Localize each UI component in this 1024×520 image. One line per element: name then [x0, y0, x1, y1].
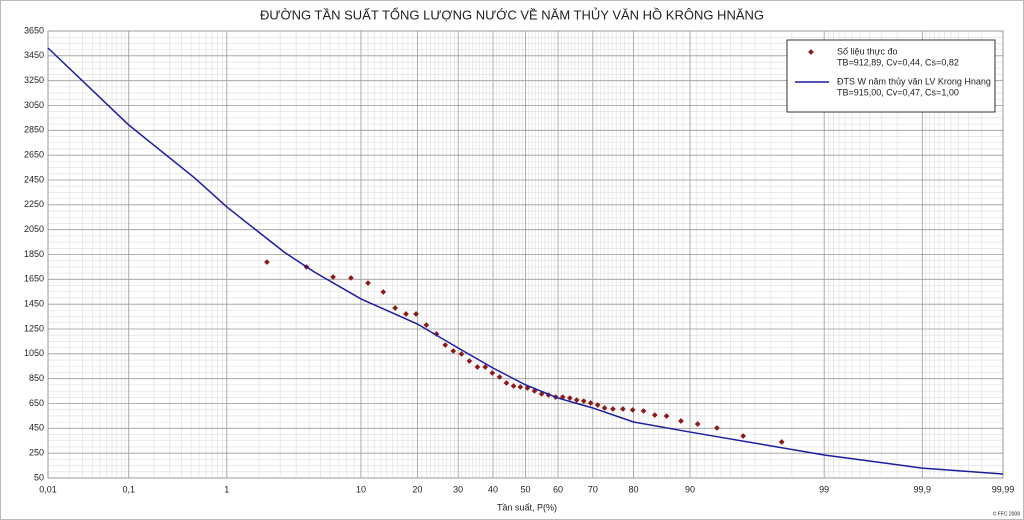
data-point: [330, 274, 336, 280]
y-tick-label: 850: [29, 373, 44, 383]
data-point: [587, 400, 594, 406]
data-point: [403, 311, 409, 317]
y-tick-label: 3050: [24, 100, 44, 110]
data-point: [620, 406, 626, 412]
data-point: [496, 374, 503, 380]
data-point: [594, 402, 601, 408]
x-tick-label: 1: [224, 484, 229, 494]
legend-label: Số liệu thực đo: [837, 46, 898, 56]
x-tick-label: 0,1: [122, 484, 135, 494]
y-tick-label: 2050: [24, 224, 44, 234]
y-tick-label: 1850: [24, 249, 44, 259]
data-point: [629, 407, 636, 413]
x-tick-label: 20: [412, 484, 422, 494]
y-tick-label: 3250: [24, 75, 44, 85]
y-tick-label: 1650: [24, 274, 44, 284]
data-point: [503, 380, 510, 386]
legend-stats: TB=915,00, Cv=0,47, Cs=1,00: [837, 87, 959, 97]
data-point: [348, 275, 354, 281]
data-point: [413, 311, 419, 317]
data-point: [450, 348, 457, 354]
data-point: [640, 408, 647, 414]
x-tick-label: 99,9: [914, 484, 932, 494]
data-point: [474, 364, 481, 370]
legend-label: ĐTS W năm thủy văn LV Krong Hnang: [837, 76, 991, 86]
x-tick-label: 99,99: [992, 484, 1015, 494]
y-tick-label: 50: [34, 472, 44, 482]
y-tick-label: 650: [29, 398, 44, 408]
data-point: [651, 412, 658, 418]
data-point: [392, 305, 398, 311]
data-point: [601, 405, 608, 411]
data-point: [489, 370, 496, 376]
x-tick-label: 30: [453, 484, 463, 494]
data-point: [740, 433, 747, 439]
data-point: [380, 289, 387, 295]
y-tick-label: 250: [29, 448, 44, 458]
x-axis-label: Tần suất, P(%): [497, 502, 557, 512]
data-point: [580, 398, 587, 404]
data-point: [365, 280, 371, 286]
y-tick-label: 2850: [24, 125, 44, 135]
data-point: [458, 351, 465, 357]
footer: © FFC 2008: [993, 510, 1021, 517]
frequency-curve: [47, 47, 1004, 475]
data-point: [482, 364, 489, 370]
y-tick-label: 450: [29, 423, 44, 433]
data-point: [466, 358, 473, 364]
data-point: [714, 425, 720, 431]
data-point: [663, 413, 670, 419]
data-point: [610, 406, 616, 412]
y-tick-label: 2250: [24, 199, 44, 209]
x-tick-label: 10: [356, 484, 366, 494]
legend-stats: TB=912,89, Cv=0,44, Cs=0,82: [837, 57, 959, 67]
data-point: [678, 418, 684, 424]
y-tick-label: 1250: [24, 323, 44, 333]
x-tick-label: 90: [685, 484, 695, 494]
x-tick-label: 50: [520, 484, 530, 494]
data-point: [510, 383, 517, 389]
data-point: [573, 397, 580, 403]
legend-box: [786, 39, 996, 113]
data-point: [442, 342, 449, 348]
y-tick-label: 1450: [24, 299, 44, 309]
x-tick-label: 80: [629, 484, 639, 494]
y-tick-label: 2650: [24, 150, 44, 160]
y-tick-label: 3450: [24, 50, 44, 60]
chart-title: ĐƯỜNG TẦN SUẤT TỔNG LƯỢNG NƯỚC VỀ NĂM TH…: [260, 7, 764, 22]
x-tick-label: 60: [553, 484, 563, 494]
data-point: [778, 439, 785, 445]
data-point: [517, 384, 524, 390]
y-tick-label: 3650: [24, 25, 44, 35]
data-point: [264, 259, 270, 265]
x-tick-label: 40: [488, 484, 498, 494]
x-tick-label: 99: [819, 484, 829, 494]
legend-symbol: [808, 49, 814, 55]
x-tick-label: 70: [588, 484, 598, 494]
x-tick-label: 0,01: [39, 484, 57, 494]
y-tick-label: 1050: [24, 348, 44, 358]
data-point: [694, 421, 701, 427]
data-point: [566, 395, 573, 401]
y-tick-label: 2450: [24, 174, 44, 184]
data-point: [423, 322, 430, 328]
